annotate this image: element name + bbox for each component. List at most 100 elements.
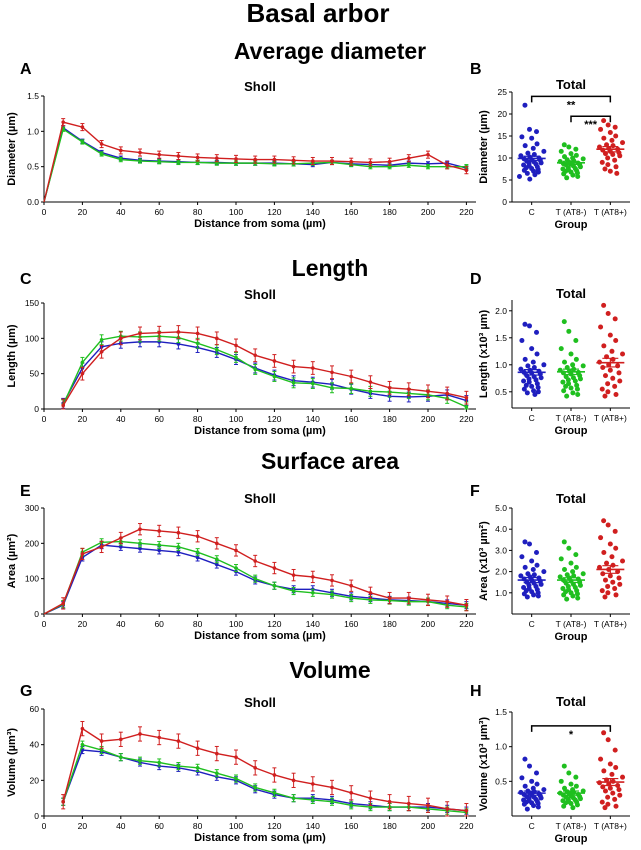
data-point <box>234 776 238 781</box>
chart-title: Total <box>556 694 586 709</box>
dot <box>620 558 626 564</box>
dot <box>609 771 615 777</box>
dot <box>541 362 547 368</box>
dot <box>516 173 522 179</box>
x-tick-label: 140 <box>306 207 320 217</box>
x-tick-label: 20 <box>78 207 88 217</box>
dot <box>522 783 528 789</box>
dot <box>534 550 540 556</box>
x-tick-label: 180 <box>383 619 397 629</box>
x-tick-label: 0 <box>42 414 47 424</box>
y-tick-label: 1.0 <box>495 588 507 598</box>
data-point <box>311 798 315 802</box>
dot <box>534 141 540 147</box>
data-point <box>80 125 85 129</box>
dot <box>519 134 525 140</box>
dot <box>529 558 535 564</box>
dot <box>610 356 616 362</box>
data-point <box>195 766 200 770</box>
data-point <box>330 592 334 597</box>
dot <box>599 159 605 165</box>
data-point <box>368 380 373 384</box>
dot <box>570 362 576 368</box>
data-point <box>176 154 181 158</box>
data-point <box>176 739 181 743</box>
data-point <box>330 578 334 583</box>
panel-letter-d: D <box>470 271 482 288</box>
dot <box>580 788 586 794</box>
dot <box>533 377 539 383</box>
data-point <box>195 746 200 751</box>
y-tick-label: 1.0 <box>495 360 507 370</box>
dot <box>566 328 572 334</box>
y-tick-label: 100 <box>25 333 39 343</box>
panel-a-sholl-diameter: A Sholl 0.0 0.5 1.0 1.5 Diameter (µm) 0 20 40 60 80… <box>6 61 476 230</box>
data-point <box>99 152 104 156</box>
data-point <box>215 751 219 756</box>
dot <box>531 592 537 598</box>
panel-e-sholl-area: E Sholl 0 100 200 300 Area (µm²) 0 20 40 60 80 100 12… <box>6 483 476 642</box>
data-point <box>253 157 257 162</box>
dot <box>610 151 616 157</box>
dot <box>598 756 604 762</box>
dot <box>570 390 576 396</box>
x-axis-label: Distance from soma (µm) <box>194 630 326 642</box>
dot <box>601 518 607 524</box>
dot <box>605 583 611 589</box>
panel-g-sholl-volume: G Sholl 0 20 40 60 Volume (µm³) 0 20 40 60 80 100 120… <box>6 683 476 844</box>
dot <box>525 363 531 369</box>
data-point <box>215 336 219 341</box>
y-tick-label: 25 <box>498 87 508 97</box>
dot <box>522 564 528 570</box>
dot <box>613 803 619 809</box>
dot <box>566 770 572 776</box>
panel-letter-b: B <box>470 61 482 78</box>
dot <box>601 135 607 141</box>
data-point <box>464 168 469 172</box>
x-tick-label: 20 <box>78 619 88 629</box>
data-point <box>253 576 257 581</box>
data-point <box>464 405 469 409</box>
data-point <box>445 807 450 811</box>
data-point <box>464 395 469 400</box>
y-tick-label: 50 <box>30 369 40 379</box>
dot <box>613 545 619 551</box>
data-point <box>99 337 104 342</box>
x-tick-label: 120 <box>267 414 281 424</box>
data-point <box>215 771 219 775</box>
data-point <box>368 160 373 165</box>
data-point <box>349 791 354 795</box>
dot <box>574 382 580 388</box>
panel-b-total-diameter: B Total 0 5 10 15 20 25 Diameter (µm) C T (AT8-) T … <box>470 61 630 231</box>
data-point <box>387 164 392 169</box>
dot <box>609 348 615 354</box>
y-tick-label: 1.0 <box>27 126 39 136</box>
y-tick-label: 1.5 <box>495 333 507 343</box>
category-label: T (AT8-) <box>556 413 587 423</box>
dot <box>599 386 605 392</box>
dot <box>561 803 567 809</box>
x-tick-label: 120 <box>267 207 281 217</box>
dot <box>558 556 564 562</box>
data-point <box>349 374 354 379</box>
dot <box>598 126 604 132</box>
dot <box>620 140 626 146</box>
dot <box>527 541 532 547</box>
dot <box>530 145 536 151</box>
data-point <box>349 159 354 164</box>
data-point <box>176 550 181 554</box>
y-axis-label: Length (x10³ µm) <box>478 310 490 399</box>
x-tick-label: 140 <box>306 414 320 424</box>
dot <box>522 143 528 149</box>
data-point <box>291 381 296 385</box>
dot <box>561 763 567 769</box>
main-title: Basal arbor <box>246 0 389 28</box>
data-point <box>368 591 373 595</box>
x-tick-label: 20 <box>78 414 88 424</box>
x-tick-label: 140 <box>306 821 320 831</box>
data-point <box>138 331 142 336</box>
data-point <box>119 148 123 153</box>
dot <box>568 801 574 807</box>
dot <box>601 550 607 556</box>
y-tick-label: 1.5 <box>495 707 507 717</box>
